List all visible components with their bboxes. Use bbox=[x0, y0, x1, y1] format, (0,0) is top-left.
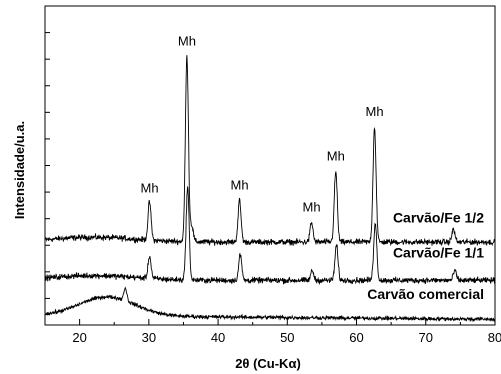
x-tick-label: 60 bbox=[349, 330, 363, 345]
series-layer bbox=[44, 55, 496, 323]
peak-annotation-mh: Mh bbox=[303, 200, 321, 215]
series-label-carvao-fe-1-1: Carvão/Fe 1/1 bbox=[393, 245, 484, 261]
series-carvao-fe-1-1-line bbox=[44, 186, 496, 286]
x-axis-title: 2θ (Cu-Kα) bbox=[235, 356, 301, 371]
y-axis-title: Intensidade/u.a. bbox=[12, 121, 27, 219]
x-tick-label: 20 bbox=[72, 330, 86, 345]
peak-annotation-mh: Mh bbox=[327, 149, 345, 164]
annotation-layer: Mh Mh Mh Mh Mh Mh bbox=[141, 34, 384, 215]
series-label-carvao-comercial: Carvão comercial bbox=[367, 286, 484, 302]
axis-ticks: 20 30 40 50 60 70 80 bbox=[44, 32, 501, 345]
x-tick-label: 30 bbox=[142, 330, 156, 345]
peak-annotation-mh: Mh bbox=[178, 34, 196, 49]
series-label-layer: Carvão/Fe 1/2 Carvão/Fe 1/1 Carvão comerci… bbox=[367, 210, 484, 303]
x-tick-label: 80 bbox=[488, 330, 501, 345]
x-tick-label: 70 bbox=[419, 330, 433, 345]
series-carvao-comercial-line bbox=[44, 286, 496, 323]
x-tick-label: 40 bbox=[211, 330, 225, 345]
x-tick-label: 50 bbox=[280, 330, 294, 345]
series-carvao-fe-1-2-line bbox=[44, 55, 496, 247]
peak-annotation-mh: Mh bbox=[141, 181, 159, 196]
series-label-carvao-fe-1-2: Carvão/Fe 1/2 bbox=[393, 210, 484, 226]
peak-annotation-mh: Mh bbox=[231, 177, 249, 192]
peak-annotation-mh: Mh bbox=[366, 104, 384, 119]
